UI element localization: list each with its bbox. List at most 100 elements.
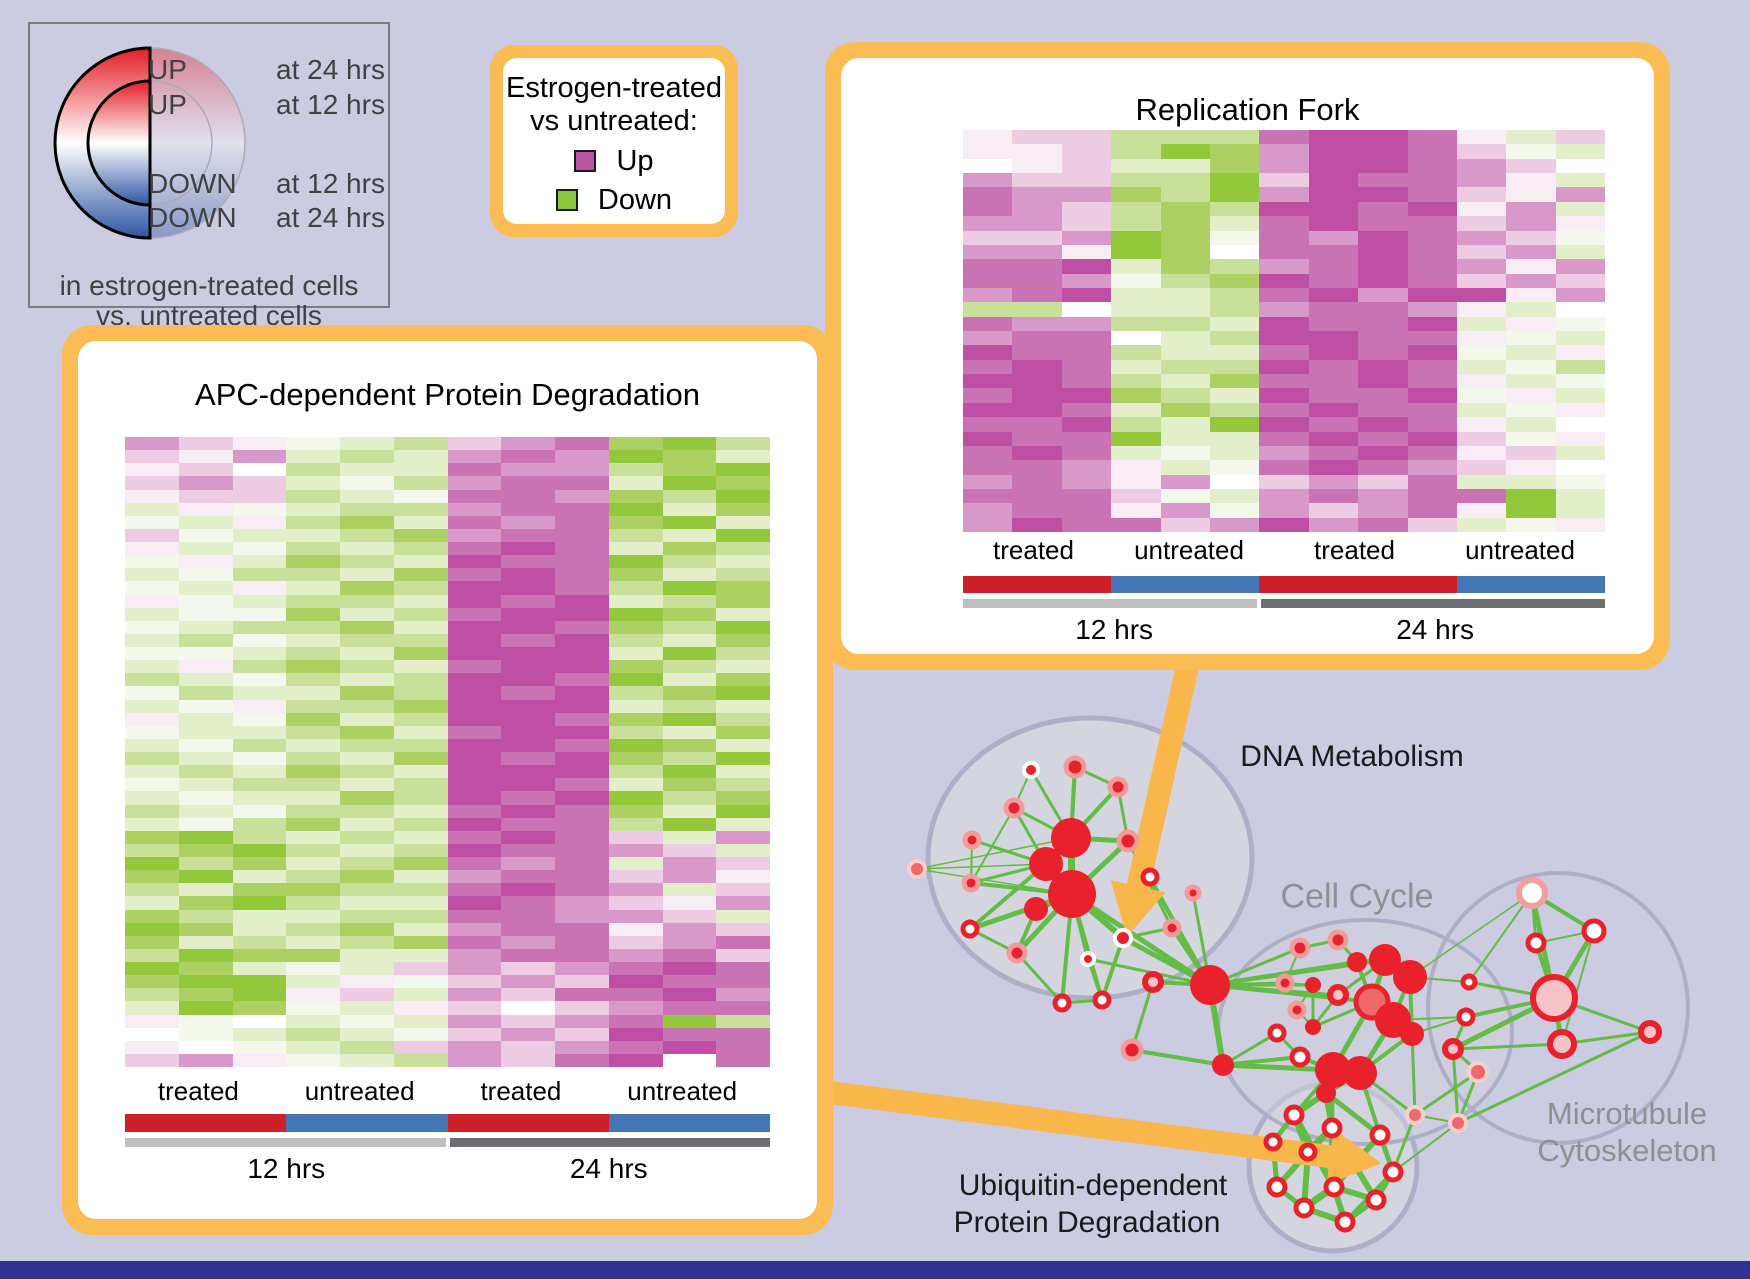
heatmap-cell [125,647,179,661]
heatmap-cell [716,738,770,752]
heatmap-cell [1407,144,1457,159]
heatmap-cell [125,870,179,884]
heatmap-row [125,620,770,634]
heatmap-cell [963,503,1013,518]
heatmap-row [963,374,1606,389]
heatmap-cell [1061,216,1112,231]
heatmap-cell [178,1001,233,1015]
heatmap-cell [501,725,555,739]
cluster-label: Ubiquitin-dependent [958,1169,1228,1202]
ring-label-up12: UP [148,89,187,120]
heatmap-cell [232,515,287,529]
heatmap-row [125,752,770,766]
heatmap-cell [1111,402,1161,418]
heatmap-cell [1555,259,1606,274]
heatmap-cell [1259,388,1309,403]
heatmap-cell [662,555,717,569]
heatmap-cell [1061,316,1112,332]
heatmap-cell [340,1001,394,1015]
heatmap-cell [232,463,287,477]
heatmap-cell [608,633,663,647]
heatmap-cell [447,673,502,687]
heatmap-cell [1061,130,1112,145]
heatmap-cell [393,607,448,621]
heatmap-cell [1209,503,1260,518]
heatmap-cell [555,463,609,477]
heatmap-cell [662,647,717,661]
heatmap-cell [608,476,663,490]
heatmap-cell [1308,460,1359,475]
heatmap-cell [555,489,609,503]
heatmap-cell [125,752,179,766]
heatmap-cell [178,463,233,477]
heatmap-row [125,542,770,556]
heatmap-cell [1209,130,1260,145]
heatmap-cell [716,463,770,477]
heatmap-cell [662,502,717,516]
heatmap-cell [232,975,287,989]
heatmap-cell [662,988,717,1002]
heatmap-cell [716,843,770,857]
heatmap-cell [716,935,770,949]
condition-bar [963,576,1112,593]
heatmap-cell [1555,201,1606,217]
network-edge [1452,1042,1563,1051]
heatmap-row [125,633,770,647]
heatmap-cell [393,935,448,949]
heatmap-cell [555,568,609,582]
heatmap-cell [286,1014,340,1028]
heatmap-cell [393,450,448,464]
heatmap-cell [447,528,502,542]
heatmap-cell [232,1027,287,1041]
heatmap-cell [232,870,287,884]
heatmap-cell [555,725,609,739]
heatmap-cell [340,857,394,871]
heatmap-cell [1358,187,1408,202]
heatmap-cell [178,922,233,936]
heatmap-cell [1407,230,1457,245]
heatmap-cell [178,975,233,989]
heatmap-row [125,962,770,976]
heatmap-cell [1358,130,1408,145]
heatmap-cell [608,1014,663,1028]
ring-label-down12: DOWN [148,168,237,199]
heatmap-cell [1456,445,1507,461]
heatmap-cell [662,738,717,752]
heatmap-cell [232,502,287,516]
heatmap-cell [125,660,179,674]
heatmap-cell [963,316,1013,332]
heatmap-cell [1259,460,1309,475]
heatmap-cell [447,1014,502,1028]
heatmap-cell [232,738,287,752]
heatmap-cell [1358,144,1408,159]
heatmap-cell [340,817,394,831]
heatmap-cell [125,857,179,871]
heatmap-cell [501,699,555,713]
time-label: 12 hrs [247,1153,326,1184]
heatmap-cell [716,948,770,962]
heatmap-cell [1308,216,1359,231]
heatmap-cell [232,673,287,687]
heatmap-cell [1358,503,1408,518]
heatmap-cell [340,542,394,556]
network-node [1190,965,1230,1005]
heatmap-cell [1456,259,1507,274]
heatmap-cell [393,1014,448,1028]
heatmap-cell [608,804,663,818]
heatmap-cell [662,975,717,989]
heatmap-cell [1259,417,1309,432]
heatmap-cell [178,528,233,542]
heatmap-cell [178,1053,233,1067]
heatmap-cell [286,962,340,976]
heatmap-cell [340,660,394,674]
heatmap-cell [1160,287,1210,303]
heatmap-cell [1111,201,1161,217]
heatmap-cell [178,581,233,595]
heatmap-cell [1407,417,1457,432]
network-node [1405,1105,1425,1125]
heatmap-cell [178,988,233,1002]
heatmap-cell [1259,316,1309,332]
heatmap-cell [608,620,663,634]
heatmap-cell [178,476,233,490]
heatmap-cell [125,817,179,831]
